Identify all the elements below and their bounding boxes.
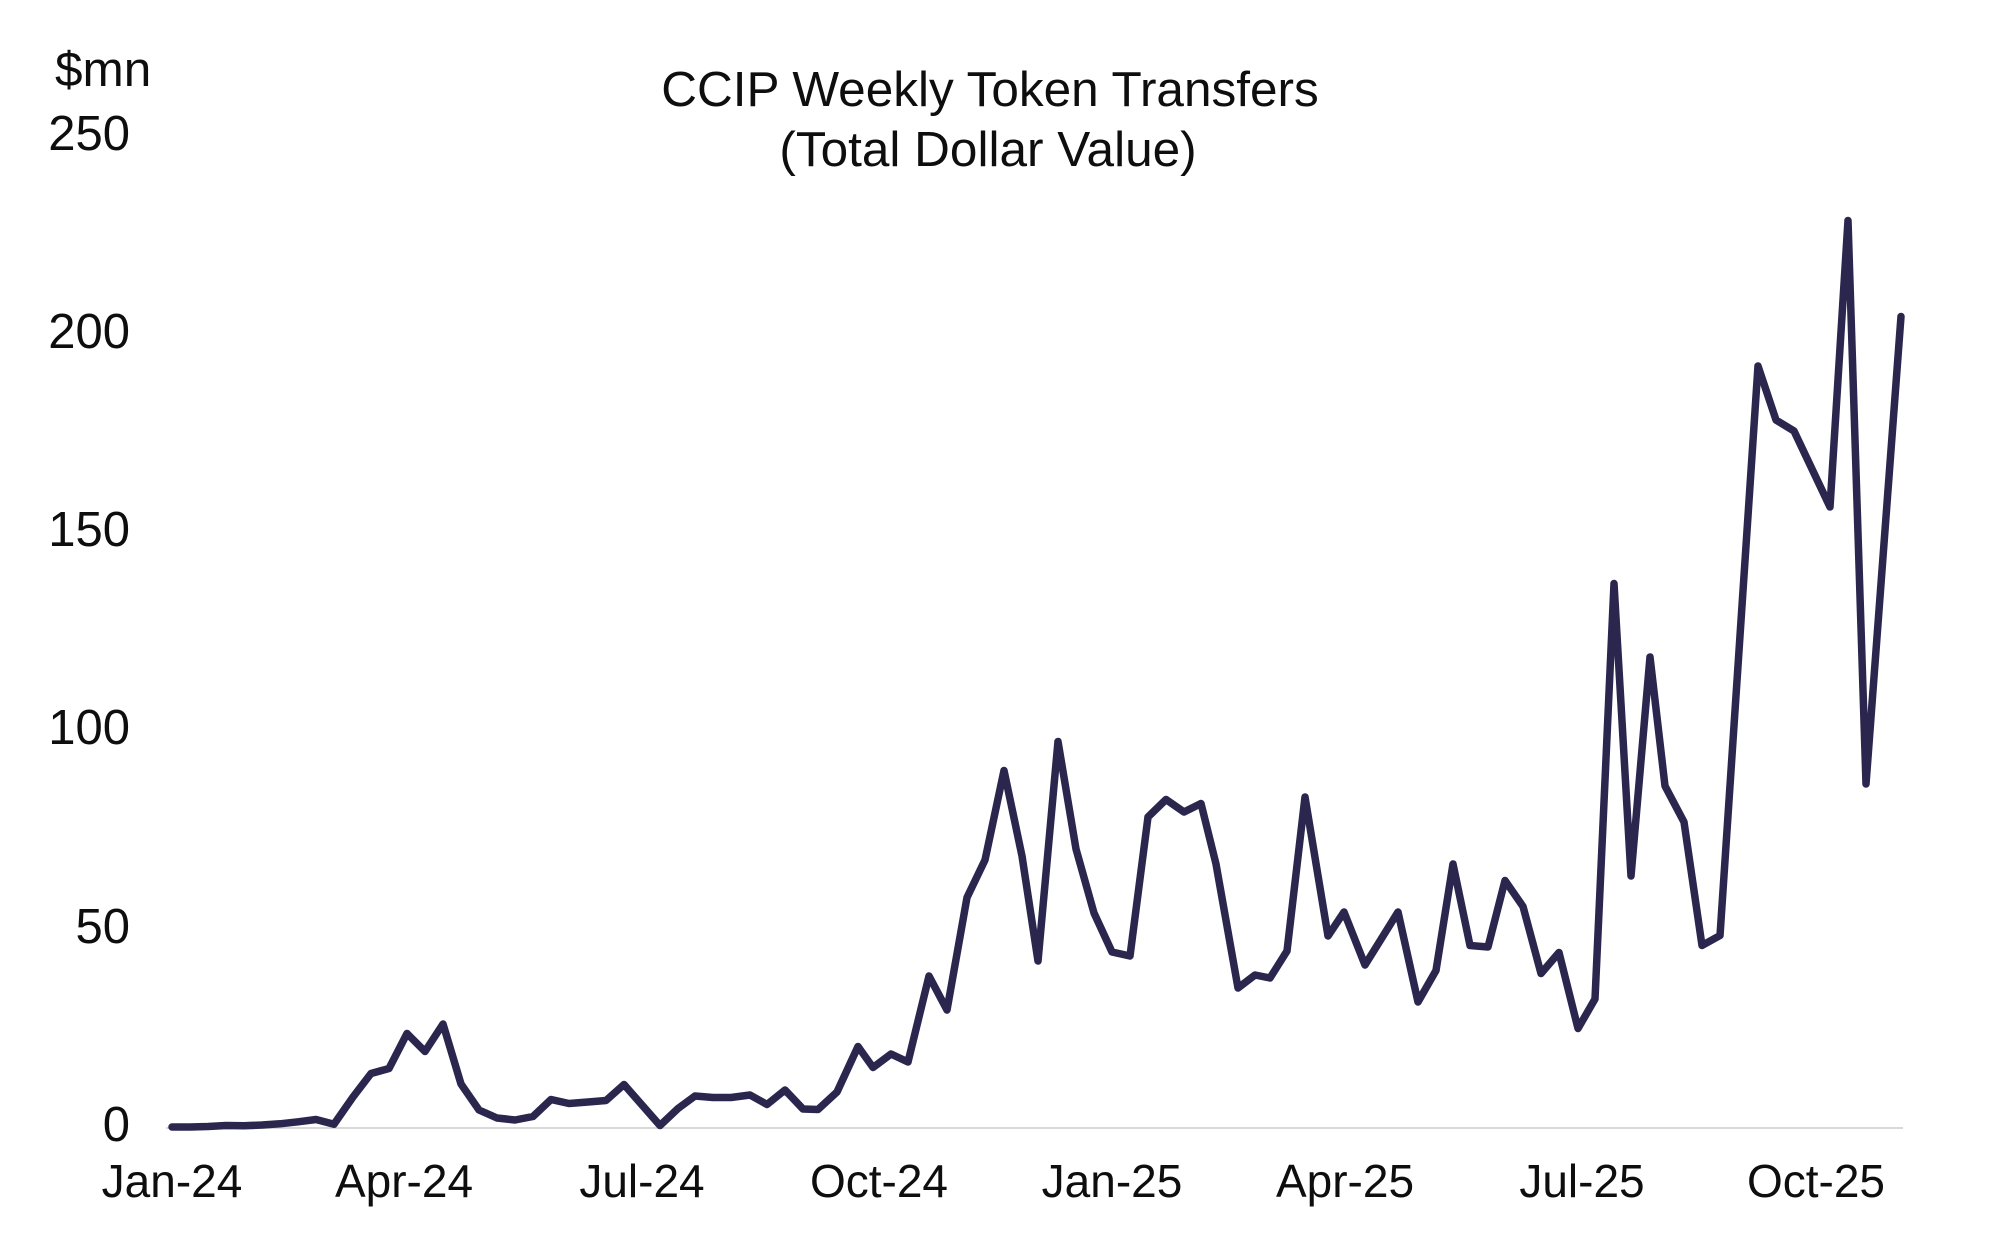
svg-text:200: 200 [48,305,130,359]
svg-text:50: 50 [75,900,130,954]
svg-text:100: 100 [48,701,130,755]
svg-text:Apr-25: Apr-25 [1276,1155,1414,1207]
svg-text:Jan-24: Jan-24 [102,1155,243,1207]
svg-text:(Total Dollar Value): (Total Dollar Value) [779,122,1196,177]
svg-text:150: 150 [48,503,130,557]
svg-text:CCIP Weekly Token Transfers: CCIP Weekly Token Transfers [661,62,1319,117]
svg-text:Jul-24: Jul-24 [579,1155,704,1207]
svg-text:Jul-25: Jul-25 [1519,1155,1644,1207]
svg-text:Jan-25: Jan-25 [1042,1155,1183,1207]
svg-text:Apr-24: Apr-24 [335,1155,473,1207]
svg-text:$mn: $mn [55,42,151,97]
svg-text:0: 0 [103,1098,130,1152]
svg-text:Oct-24: Oct-24 [810,1155,948,1207]
svg-text:250: 250 [48,107,130,161]
svg-text:Oct-25: Oct-25 [1747,1155,1885,1207]
